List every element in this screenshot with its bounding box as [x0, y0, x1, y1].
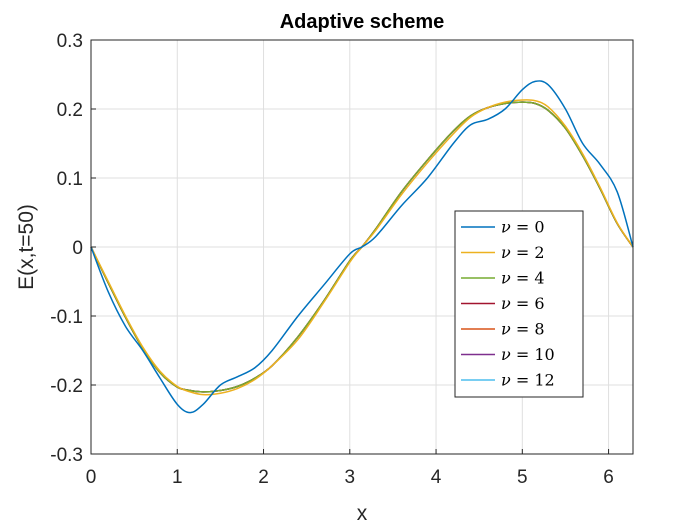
y-tick-label: 0.2	[57, 100, 83, 121]
legend-entry: ν = 12	[501, 371, 555, 390]
legend-entry: ν = 2	[501, 243, 545, 262]
series-lines	[90, 80, 634, 414]
y-tick-label: -0.1	[50, 307, 83, 328]
legend-entry: ν = 8	[501, 320, 545, 339]
x-tick-label: 6	[603, 467, 614, 488]
legend-entry: ν = 10	[501, 345, 555, 364]
legend-entry: ν = 0	[501, 218, 545, 237]
series-line-0	[90, 80, 634, 414]
y-axis-label: E(x,t=50)	[15, 204, 38, 290]
x-axis-label: x	[357, 502, 368, 525]
y-tick-label: 0.1	[57, 169, 83, 190]
y-tick-label: -0.2	[50, 376, 83, 397]
chart-title: Adaptive scheme	[280, 11, 445, 33]
legend-entry: ν = 4	[501, 269, 545, 288]
legend-entry: ν = 6	[501, 294, 545, 313]
x-tick-label: 3	[344, 467, 355, 488]
x-tick-label: 0	[86, 467, 97, 488]
axis-ticks: 0 1 2 3 4 5 6 -0.3 -0.2 -0.1 0 0.1 0.2 0.3	[50, 31, 614, 488]
x-tick-label: 4	[431, 467, 442, 488]
legend: ν = 0 ν = 2 ν = 4 ν = 6 ν = 8 ν = 10 ν = 12	[454, 210, 584, 398]
y-tick-label: -0.3	[50, 445, 83, 466]
y-tick-label: 0	[72, 238, 83, 259]
x-tick-label: 2	[258, 467, 269, 488]
x-tick-label: 5	[517, 467, 528, 488]
y-tick-label: 0.3	[57, 31, 83, 52]
x-tick-label: 1	[172, 467, 183, 488]
